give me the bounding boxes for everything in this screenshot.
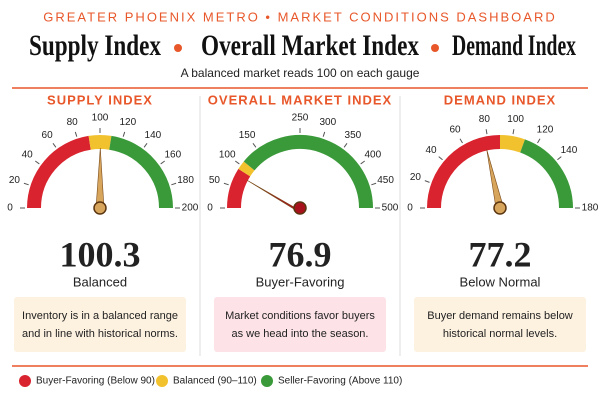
tick-mark [537, 138, 541, 144]
status: Below Normal [460, 274, 541, 289]
index-value: 77.2 [469, 234, 532, 274]
tick-label: 140 [145, 130, 162, 141]
status: Balanced [73, 274, 127, 289]
description-box [214, 297, 386, 352]
tick-label: 250 [292, 113, 309, 124]
tick-mark [438, 156, 443, 161]
tick-mark [512, 129, 515, 135]
tick-label: 0 [207, 203, 213, 214]
needle-hub [293, 201, 307, 215]
headline: Overall Market Index [201, 29, 419, 62]
legend-label: Seller-Favoring (Above 110) [278, 376, 402, 387]
legend-swatch [261, 375, 273, 387]
tick-label: 80 [67, 117, 79, 128]
tick-label: 20 [410, 172, 422, 183]
tick-label: 60 [42, 130, 54, 141]
headline: Demand Index [452, 29, 576, 62]
needle [486, 149, 505, 210]
gauge-zone [499, 135, 525, 153]
tick-label: 120 [537, 125, 554, 136]
subtitle: A balanced market reads 100 on each gaug… [181, 66, 420, 80]
tick-mark [34, 160, 40, 165]
description: as we head into the season. [232, 328, 369, 340]
tick-label: 180 [177, 175, 194, 186]
tick-label: 0 [407, 203, 413, 214]
tick-label: 500 [382, 203, 399, 214]
tick-mark [252, 142, 257, 148]
panel-title: SUPPLY INDEX [47, 92, 153, 107]
separator-dot [174, 44, 182, 52]
needle-hub [93, 201, 107, 215]
tick-label: 50 [209, 175, 221, 186]
tick-mark [234, 160, 240, 165]
tick-mark [23, 182, 29, 186]
tick-mark [424, 180, 430, 183]
tick-label: 400 [364, 150, 381, 161]
tick-label: 20 [9, 175, 21, 186]
gauge-zone [243, 135, 373, 209]
legend-label: Balanced (90–110) [173, 376, 257, 387]
tick-mark [322, 131, 326, 137]
panel-title: OVERALL MARKET INDEX [208, 92, 392, 107]
gauge-zone [108, 135, 173, 209]
tick-label: 350 [345, 130, 362, 141]
tick-mark [223, 182, 229, 186]
description: Market conditions favor buyers [225, 310, 375, 322]
description: historical normal levels. [443, 328, 557, 340]
tick-mark [143, 142, 148, 148]
tick-label: 60 [449, 125, 461, 136]
description: and in line with historical norms. [22, 328, 178, 340]
index-value: 100.3 [60, 234, 141, 274]
legend-swatch [19, 375, 31, 387]
needle-hub [493, 201, 507, 215]
headline: Supply Index [29, 29, 161, 62]
tick-mark [371, 182, 377, 186]
tick-label: 40 [22, 150, 34, 161]
tick-label: 40 [425, 145, 437, 156]
panel-title: DEMAND INDEX [444, 92, 556, 107]
description: Buyer demand remains below [427, 310, 573, 322]
tick-label: 180 [582, 203, 599, 214]
status: Buyer-Favoring [256, 274, 345, 289]
tick-label: 150 [239, 130, 256, 141]
tick-label: 100 [507, 114, 524, 125]
tick-label: 80 [479, 114, 491, 125]
needle [95, 147, 105, 209]
description: Inventory is in a balanced range [22, 310, 178, 322]
gauge-zone [427, 135, 501, 209]
gauge-zone [88, 135, 112, 150]
gauge-zone [27, 135, 92, 209]
gauge-zone [227, 168, 251, 209]
tick-mark [74, 131, 78, 137]
tick-mark [343, 142, 348, 148]
legend-swatch [156, 375, 168, 387]
tick-mark [171, 182, 177, 186]
tick-mark [485, 129, 488, 135]
tick-label: 120 [119, 117, 136, 128]
tick-mark [459, 138, 463, 144]
tick-label: 100 [219, 150, 236, 161]
tick-label: 0 [7, 203, 13, 214]
kicker: GREATER PHOENIX METRO • MARKET CONDITION… [43, 9, 556, 24]
tick-mark [557, 156, 562, 161]
tick-mark [52, 142, 57, 148]
description-box [14, 297, 186, 352]
description-box [414, 297, 586, 352]
tick-label: 200 [182, 203, 199, 214]
gauge-zone [519, 139, 573, 209]
index-value: 76.9 [269, 234, 332, 274]
tick-label: 300 [319, 117, 336, 128]
gauge-zone [238, 161, 255, 177]
tick-label: 100 [92, 113, 109, 124]
tick-mark [360, 160, 366, 165]
tick-mark [122, 131, 126, 137]
tick-mark [160, 160, 166, 165]
tick-label: 160 [164, 150, 181, 161]
separator-dot [431, 44, 439, 52]
tick-label: 140 [561, 145, 578, 156]
tick-label: 450 [377, 175, 394, 186]
legend-label: Buyer-Favoring (Below 90) [36, 376, 155, 387]
